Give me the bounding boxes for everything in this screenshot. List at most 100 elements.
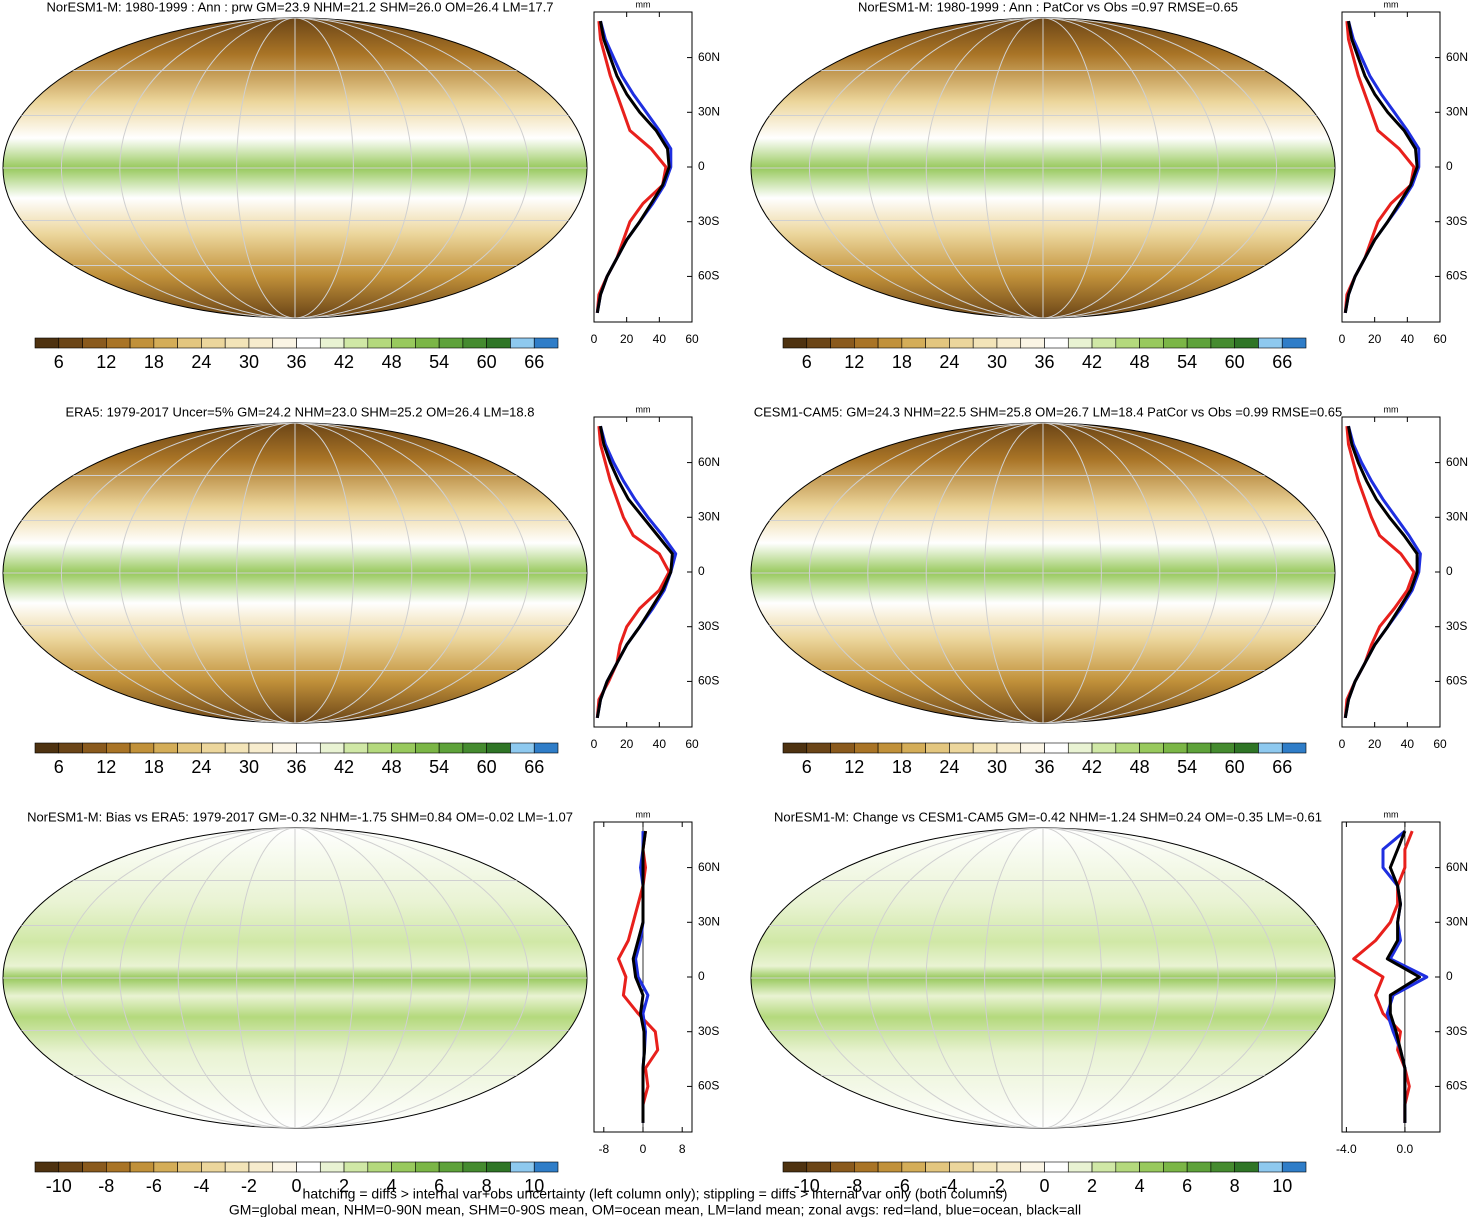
- unit-label: mm: [1384, 809, 1399, 819]
- colorbar-box: [854, 742, 879, 754]
- y-tick-label: 60S: [1446, 674, 1467, 688]
- colorbar-label: 24: [191, 757, 211, 777]
- colorbar-box: [343, 1161, 369, 1173]
- colorbar-box: [1044, 337, 1069, 349]
- y-tick-label: 60N: [698, 50, 720, 64]
- y-tick-label: 60N: [698, 455, 720, 469]
- colorbar-label: 66: [524, 352, 544, 372]
- colorbar-box: [1139, 1161, 1164, 1173]
- colorbar-label: -4: [193, 1176, 209, 1196]
- colorbar-label: 2: [339, 1176, 349, 1196]
- y-tick-label: 60S: [698, 1079, 719, 1093]
- colorbar-box: [391, 337, 416, 349]
- colorbar-box: [58, 337, 83, 349]
- colorbar-box: [1258, 742, 1283, 754]
- y-tick-label: 30S: [698, 619, 719, 633]
- colorbar-box: [272, 1161, 297, 1173]
- graticule: [3, 18, 587, 318]
- colorbar-box: [34, 1161, 60, 1173]
- colorbar-label: -8: [98, 1176, 114, 1196]
- panel-title: NorESM1-M: 1980-1999 : Ann : PatCor vs O…: [858, 0, 1238, 14]
- colorbar-box: [1281, 337, 1307, 349]
- colorbar-box: [224, 742, 250, 754]
- colorbar-box: [367, 337, 392, 349]
- x-tick-label: 0: [640, 1142, 647, 1156]
- colorbar-box: [248, 1161, 274, 1173]
- colorbar-box: [201, 337, 226, 349]
- colorbar-label: 10: [1272, 1176, 1292, 1196]
- colorbar-box: [486, 742, 511, 754]
- y-tick-label: 30N: [698, 509, 720, 523]
- colorbar-box: [1091, 742, 1117, 754]
- colorbar-box: [830, 337, 855, 349]
- unit-label: mm: [636, 809, 651, 819]
- y-tick-label: 60N: [1446, 455, 1468, 469]
- colorbar-box: [391, 1161, 416, 1173]
- colorbar-label: 18: [144, 352, 164, 372]
- colorbar-label: 12: [96, 352, 116, 372]
- colorbar-box: [1234, 742, 1259, 754]
- colorbar-label: 8: [1230, 1176, 1240, 1196]
- colorbar-label: 60: [1225, 352, 1245, 372]
- colorbar-box: [949, 1161, 974, 1173]
- colorbar-box: [438, 337, 464, 349]
- colorbar-label: -8: [846, 1176, 862, 1196]
- colorbar-box: [153, 742, 178, 754]
- zonal-line: [595, 20, 668, 314]
- colorbar-label: 36: [1034, 757, 1054, 777]
- colorbar-label: 8: [482, 1176, 492, 1196]
- panel: ERA5: 1979-2017 Uncer=5% GM=24.2 NHM=23.…: [2, 404, 720, 777]
- zonal-line: [595, 20, 671, 314]
- zonal-line: [595, 425, 674, 719]
- colorbar-label: 0: [291, 1176, 301, 1196]
- y-tick-label: 30N: [698, 914, 720, 928]
- footnote: hatching = diffs > internal var+obs unce…: [303, 1186, 1008, 1202]
- colorbar-box: [462, 742, 487, 754]
- y-tick-label: 0: [698, 159, 705, 173]
- colorbar-box: [1091, 337, 1117, 349]
- colorbar-label: 0: [1039, 1176, 1049, 1196]
- colorbar-label: -6: [894, 1176, 910, 1196]
- colorbar-box: [272, 742, 297, 754]
- colorbar-label: 12: [844, 757, 864, 777]
- zonal-line: [1385, 830, 1421, 1123]
- colorbar-label: -2: [989, 1176, 1005, 1196]
- colorbar-box: [129, 742, 155, 754]
- colorbar-box: [319, 742, 345, 754]
- colorbar-box: [1186, 742, 1212, 754]
- colorbar-box: [806, 337, 831, 349]
- y-tick-label: 30S: [698, 214, 719, 228]
- colorbar-box: [177, 337, 202, 349]
- colorbar-box: [1163, 337, 1188, 349]
- colorbar-box: [1115, 337, 1140, 349]
- colorbar-box: [510, 1161, 535, 1173]
- panel: NorESM1-M: Change vs CESM1-CAM5 GM=-0.42…: [750, 809, 1468, 1196]
- colorbar-box: [153, 337, 178, 349]
- colorbar-label: 30: [987, 757, 1007, 777]
- colorbar-box: [949, 337, 974, 349]
- unit-label: mm: [1384, 0, 1399, 9]
- colorbar-box: [533, 742, 559, 754]
- colorbar-box: [248, 742, 274, 754]
- unit-label: mm: [636, 0, 651, 9]
- colorbar-box: [1210, 1161, 1235, 1173]
- panel-title: NorESM1-M: Bias vs ERA5: 1979-2017 GM=-0…: [27, 809, 573, 824]
- panel-title: CESM1-CAM5: GM=24.3 NHM=22.5 SHM=25.8 OM…: [754, 404, 1343, 419]
- colorbar-box: [224, 337, 250, 349]
- colorbar-label: 66: [1272, 352, 1292, 372]
- colorbar-box: [343, 742, 369, 754]
- colorbar-box: [972, 1161, 998, 1173]
- colorbar-box: [877, 337, 903, 349]
- colorbar-box: [996, 742, 1022, 754]
- colorbar-box: [486, 337, 511, 349]
- y-tick-label: 60S: [698, 269, 719, 283]
- colorbar-box: [1115, 1161, 1140, 1173]
- colorbar-box: [996, 1161, 1022, 1173]
- colorbar-label: -2: [241, 1176, 257, 1196]
- graticule: [751, 423, 1335, 723]
- colorbar-box: [830, 742, 855, 754]
- unit-label: mm: [1384, 404, 1399, 414]
- colorbar-label: 10: [524, 1176, 544, 1196]
- y-tick-label: 60S: [1446, 1079, 1467, 1093]
